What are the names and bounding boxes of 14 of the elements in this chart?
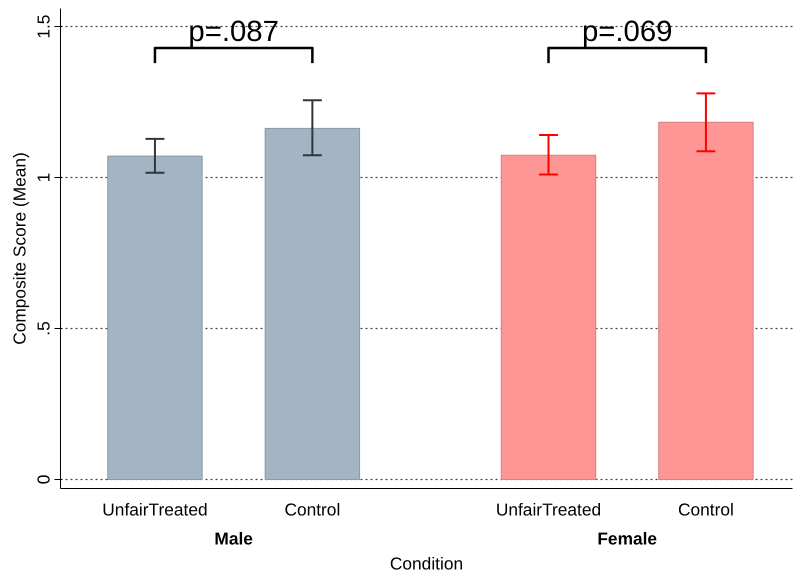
annotation: p=.087: [188, 15, 279, 48]
y-axis-title: Composite Score (Mean): [10, 152, 30, 345]
x-tick-label: Control: [678, 500, 734, 520]
text: Male: [214, 528, 254, 548]
x-tick-label: Control: [284, 500, 340, 520]
y-tick-label: .5: [34, 321, 54, 336]
y-tick-label: 1: [34, 172, 54, 182]
annotation: p=.069: [582, 15, 672, 48]
text: Female: [597, 528, 658, 548]
x-tick-label: UnfairTreated: [102, 500, 208, 520]
y-tick-label: 0: [34, 474, 54, 484]
x-axis-title: Condition: [390, 554, 464, 574]
x-tick-label: UnfairTreated: [496, 500, 602, 520]
y-tick-label: 1.5: [34, 14, 54, 39]
